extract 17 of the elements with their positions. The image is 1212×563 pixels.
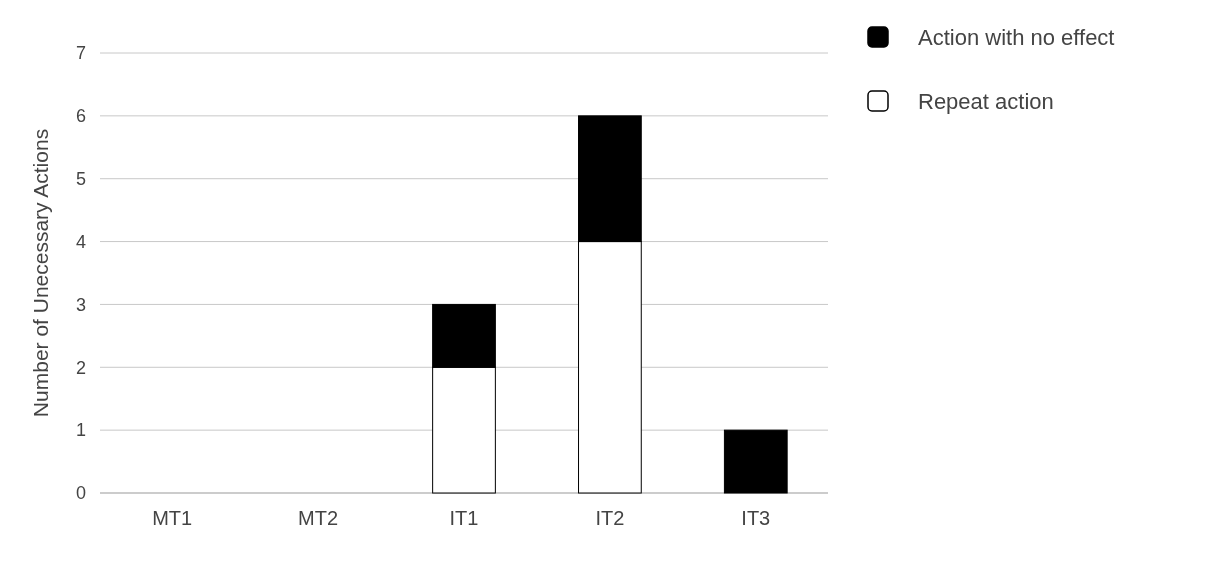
legend-label: Repeat action — [918, 88, 1054, 114]
y-tick-label: 1 — [75, 420, 86, 441]
y-tick-label: 6 — [75, 106, 86, 127]
x-tick-label: MT2 — [298, 507, 339, 529]
x-tick-label: MT1 — [152, 507, 193, 529]
y-tick-label: 7 — [75, 43, 86, 64]
y-axis-title: Number of Unecessary Actions — [29, 128, 52, 418]
y-tick-label: 0 — [75, 483, 86, 504]
legend-label: Action with no effect — [918, 24, 1115, 50]
bar — [723, 429, 788, 494]
x-tick-label: IT1 — [449, 507, 479, 529]
y-tick-label: 2 — [75, 357, 86, 378]
x-tick-label: IT2 — [595, 507, 625, 529]
x-tick-label: IT3 — [741, 507, 771, 529]
y-tick-label: 5 — [75, 169, 86, 190]
y-tick-label: 3 — [75, 294, 86, 315]
y-tick-label: 4 — [75, 231, 86, 252]
